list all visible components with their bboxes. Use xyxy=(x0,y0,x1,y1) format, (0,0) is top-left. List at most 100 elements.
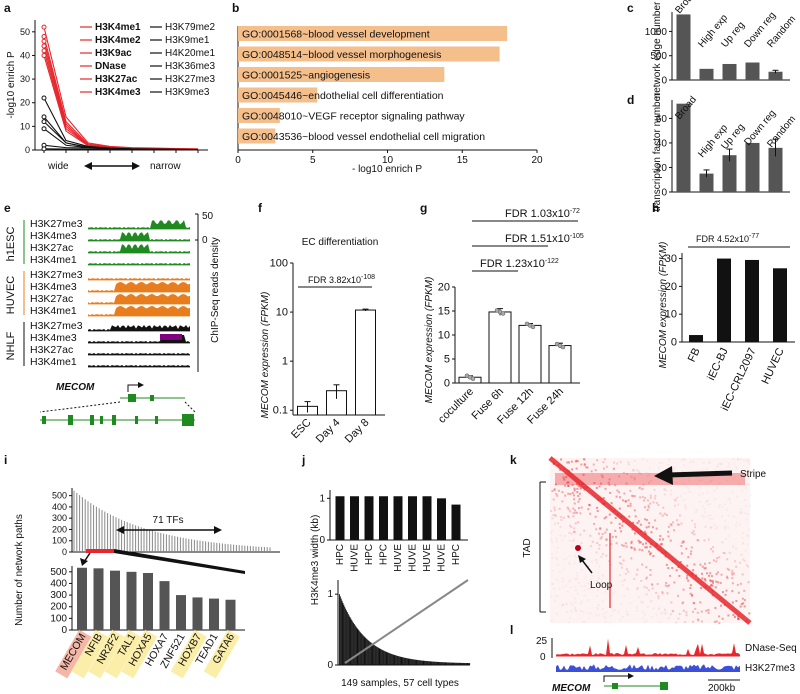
contact-dot xyxy=(574,585,577,588)
contact-dot xyxy=(720,462,723,465)
contact-dot xyxy=(620,530,623,533)
contact-dot xyxy=(642,499,645,502)
contact-dot xyxy=(690,546,693,549)
contact-dot xyxy=(621,544,624,547)
contact-dot xyxy=(577,521,580,524)
contact-dot xyxy=(613,467,616,470)
sample-bar xyxy=(356,627,358,665)
sample-bar xyxy=(376,647,378,665)
contact-dot xyxy=(716,465,719,468)
contact-dot xyxy=(742,475,745,478)
contact-dot xyxy=(733,462,736,465)
contact-dot xyxy=(660,612,663,615)
contact-dot xyxy=(599,528,602,531)
zoom-wedge xyxy=(80,549,245,574)
legend-item: H3K79me2 xyxy=(165,22,215,33)
contact-dot xyxy=(565,476,568,479)
contact-dot xyxy=(582,610,585,613)
contact-dot xyxy=(724,503,727,506)
contact-dot xyxy=(673,529,676,532)
contact-dot xyxy=(583,594,586,597)
contact-dot xyxy=(682,540,685,543)
contact-dot xyxy=(590,612,593,615)
contact-dot xyxy=(674,504,677,507)
contact-dot xyxy=(710,583,713,586)
contact-dot xyxy=(555,557,558,560)
contact-dot xyxy=(667,525,670,528)
sample-bar xyxy=(339,594,340,665)
sample-bar xyxy=(375,646,377,665)
contact-dot xyxy=(649,496,652,499)
series-marker-H3K9me1 xyxy=(41,114,47,120)
contact-dot xyxy=(692,620,695,623)
contact-dot xyxy=(715,580,718,583)
contact-dot xyxy=(647,589,650,592)
contact-dot xyxy=(692,530,695,533)
contact-dot xyxy=(744,512,747,515)
sample-bar xyxy=(366,638,368,665)
contact-dot xyxy=(710,575,713,578)
sample-bar xyxy=(382,650,384,665)
contact-dot xyxy=(708,480,711,483)
y-tick-label: 100 xyxy=(270,258,288,270)
contact-dot xyxy=(605,465,608,468)
track-signal xyxy=(88,263,190,265)
sample-bar xyxy=(397,655,398,665)
contact-dot xyxy=(612,461,615,464)
contact-dot xyxy=(599,537,602,540)
contact-dot xyxy=(638,541,641,544)
loop-arrow-icon xyxy=(578,555,593,574)
contact-dot xyxy=(731,590,734,593)
contact-dot xyxy=(553,489,556,492)
sample-bar xyxy=(383,650,384,665)
y-tick-label: 40 xyxy=(20,50,30,60)
contact-dot xyxy=(605,611,608,614)
sample-bar xyxy=(466,663,468,665)
sample-bar xyxy=(405,658,407,665)
contact-dot xyxy=(555,493,558,496)
contact-dot xyxy=(641,563,644,566)
sample-bar xyxy=(456,662,458,665)
x-tick-label: HPC xyxy=(451,544,462,565)
contact-dot xyxy=(585,558,588,561)
y-tick-label: 20 xyxy=(20,98,30,108)
sample-bar xyxy=(365,638,367,665)
contact-dot xyxy=(742,602,745,605)
contact-dot xyxy=(646,508,649,511)
x-tick-label: FB xyxy=(686,346,703,364)
contact-dot xyxy=(680,544,683,547)
contact-dot xyxy=(743,483,746,486)
contact-dot xyxy=(591,540,594,543)
y-tick-label: 0 xyxy=(319,535,325,546)
contact-dot xyxy=(670,524,673,527)
panel-k: k TAD Stripe Loop xyxy=(510,453,767,625)
contact-dot xyxy=(641,487,644,490)
contact-dot xyxy=(588,504,591,507)
contact-dot xyxy=(721,541,724,544)
contact-dot xyxy=(571,539,574,542)
contact-dot xyxy=(723,526,726,529)
contact-dot xyxy=(577,582,580,585)
contact-dot xyxy=(702,462,705,465)
contact-dot xyxy=(701,565,704,568)
sample-bar xyxy=(438,661,440,665)
contact-dot xyxy=(569,586,572,589)
contact-dot xyxy=(731,582,734,585)
sample-bar xyxy=(462,662,464,665)
contact-dot xyxy=(684,620,687,623)
contact-dot xyxy=(604,621,607,624)
legend-item: H3K4me3 xyxy=(95,87,141,98)
contact-dot xyxy=(641,549,644,552)
contact-dot xyxy=(631,528,634,531)
contact-dot xyxy=(726,508,729,511)
contact-dot xyxy=(707,504,710,507)
contact-dot xyxy=(729,501,732,504)
contact-dot xyxy=(578,507,581,510)
contact-dot xyxy=(731,490,734,493)
contact-dot xyxy=(551,569,554,572)
contact-dot xyxy=(554,522,557,525)
contact-dot xyxy=(626,614,629,617)
contact-dot xyxy=(694,607,697,610)
